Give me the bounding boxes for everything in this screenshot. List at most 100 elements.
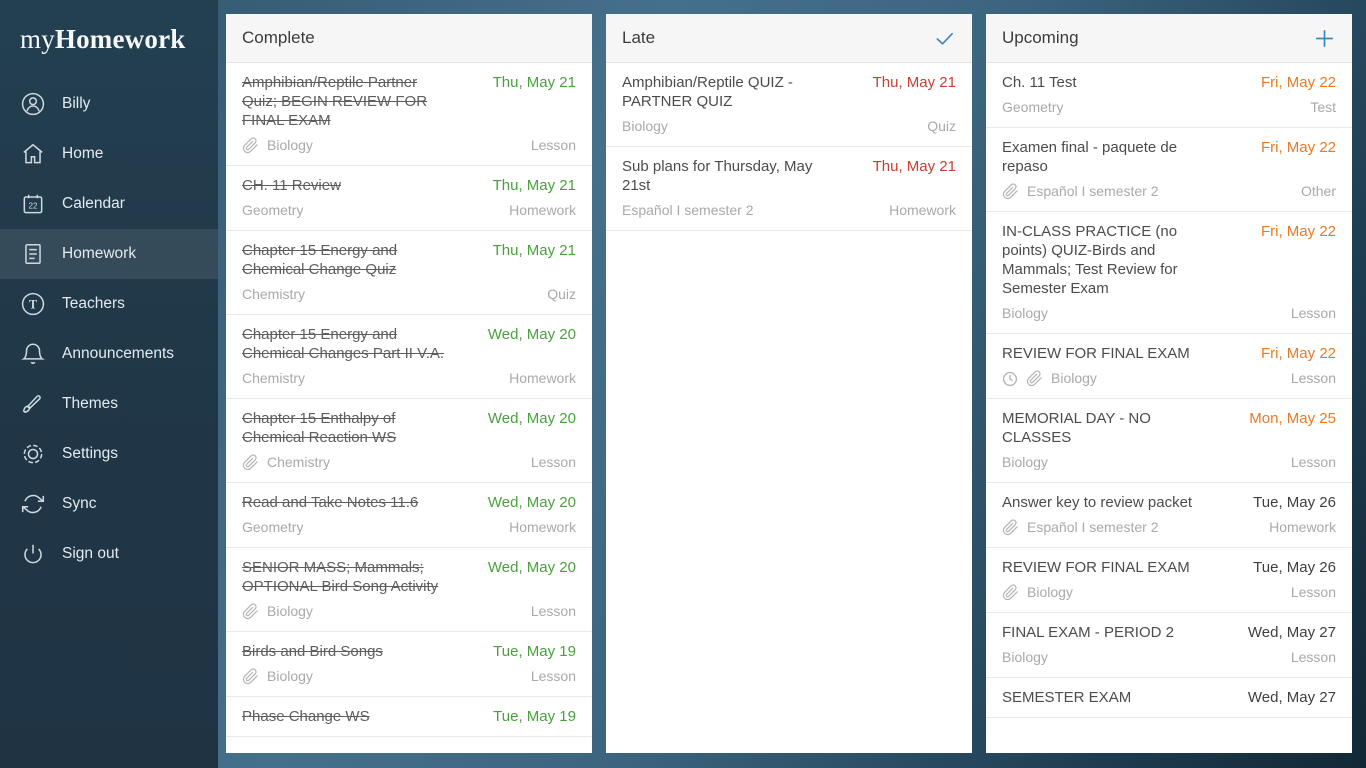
task-type: Lesson: [1290, 454, 1336, 470]
attachment-paperclip-icon: [242, 603, 259, 620]
task-title: REVIEW FOR FINAL EXAM: [1002, 559, 1190, 576]
sidebar-item-homework[interactable]: Homework: [0, 229, 218, 279]
task-item[interactable]: Chapter 15 Energy and Chemical Changes P…: [226, 315, 592, 399]
gear-icon: [20, 441, 46, 467]
attachment-paperclip-icon: [242, 668, 259, 685]
task-item[interactable]: REVIEW FOR FINAL EXAM Fri, May 22 Biolog…: [986, 334, 1352, 399]
task-item[interactable]: Amphibian/Reptile QUIZ - PARTNER QUIZ Th…: [606, 63, 972, 147]
sidebar-item-sign-out[interactable]: Sign out: [0, 529, 218, 579]
sidebar-item-billy[interactable]: Billy: [0, 79, 218, 129]
task-type: Lesson: [530, 454, 576, 470]
task-title: Sub plans for Thursday, May 21st: [622, 158, 813, 194]
sidebar-item-settings[interactable]: Settings: [0, 429, 218, 479]
task-title: Answer key to review packet: [1002, 494, 1193, 511]
task-board: Complete Amphibian/Reptile Partner Quiz;…: [218, 0, 1366, 768]
attachment-paperclip-icon: [1002, 584, 1019, 601]
sidebar-item-label: Calendar: [62, 195, 125, 212]
task-item[interactable]: MEMORIAL DAY - NO CLASSES Mon, May 25 Bi…: [986, 399, 1352, 483]
task-item[interactable]: Birds and Bird Songs Tue, May 19 Biology…: [226, 632, 592, 697]
task-due-date: Wed, May 20: [487, 410, 576, 427]
task-title: SEMESTER EXAM: [1002, 689, 1132, 706]
sidebar-item-label: Sign out: [62, 545, 119, 562]
task-title: FINAL EXAM - PERIOD 2: [1002, 624, 1174, 641]
task-item[interactable]: SEMESTER EXAM Wed, May 27: [986, 678, 1352, 718]
sidebar-item-label: Themes: [62, 395, 118, 412]
task-subject: Chemistry: [242, 370, 306, 386]
sidebar-item-label: Homework: [62, 245, 137, 262]
svg-text:T: T: [29, 298, 38, 312]
task-due-date: Wed, May 20: [487, 326, 576, 343]
reminder-clock-icon: [1002, 371, 1018, 387]
sidebar-item-announcements[interactable]: Announcements: [0, 329, 218, 379]
task-item[interactable]: IN-CLASS PRACTICE (no points) QUIZ-Birds…: [986, 212, 1352, 334]
task-item[interactable]: Examen final - paquete de repaso Fri, Ma…: [986, 128, 1352, 212]
task-type: Lesson: [1290, 305, 1336, 321]
task-item[interactable]: Chapter 15 Enthalpy of Chemical Reaction…: [226, 399, 592, 483]
column-body: Amphibian/Reptile Partner Quiz; BEGIN RE…: [226, 63, 592, 753]
task-item[interactable]: Answer key to review packet Tue, May 26 …: [986, 483, 1352, 548]
task-subject: Chemistry: [267, 454, 331, 470]
task-title: Examen final - paquete de repaso: [1002, 139, 1178, 175]
task-subject: Biology: [267, 137, 313, 153]
add-task-plus-icon[interactable]: [1313, 27, 1336, 50]
sidebar-item-label: Billy: [62, 95, 91, 112]
task-item[interactable]: Read and Take Notes 11.6 Wed, May 20 Geo…: [226, 483, 592, 548]
task-due-date: Fri, May 22: [1260, 223, 1336, 240]
task-column-upcoming: Upcoming Ch. 11 Test Fri, May 22 Geometr…: [986, 14, 1352, 753]
task-due-date: Wed, May 20: [487, 559, 576, 576]
app-logo-prefix: my: [20, 24, 55, 54]
sidebar-item-label: Home: [62, 145, 104, 162]
task-title: Ch. 11 Test: [1002, 74, 1077, 91]
document-icon: [20, 241, 46, 267]
task-due-date: Wed, May 20: [487, 494, 576, 511]
task-type: Homework: [509, 519, 576, 535]
task-subject: Geometry: [1002, 99, 1064, 115]
task-item[interactable]: Phase Change WS Tue, May 19: [226, 697, 592, 737]
power-icon: [20, 541, 46, 567]
app-logo: myHomework: [0, 0, 218, 63]
attachment-paperclip-icon: [1002, 183, 1019, 200]
task-title: Amphibian/Reptile QUIZ - PARTNER QUIZ: [622, 74, 793, 110]
task-due-date: Fri, May 22: [1260, 345, 1336, 362]
task-title: MEMORIAL DAY - NO CLASSES: [1002, 410, 1151, 446]
sidebar-item-home[interactable]: Home: [0, 129, 218, 179]
column-body: Ch. 11 Test Fri, May 22 Geometry Test Ex…: [986, 63, 1352, 753]
task-subject: Biology: [622, 118, 668, 134]
task-type: Test: [1310, 99, 1336, 115]
task-type: Lesson: [1290, 370, 1336, 386]
sidebar: myHomework Billy Home 22 Calendar Homewo…: [0, 0, 218, 768]
task-item[interactable]: Amphibian/Reptile Partner Quiz; BEGIN RE…: [226, 63, 592, 166]
task-type: Homework: [1269, 519, 1336, 535]
mark-complete-check-icon[interactable]: [933, 27, 956, 50]
app-logo-emphasis: Homework: [54, 24, 186, 54]
column-title: Upcoming: [1002, 28, 1079, 47]
task-title: Read and Take Notes 11.6: [242, 494, 419, 511]
task-due-date: Tue, May 19: [493, 643, 576, 660]
task-due-date: Thu, May 21: [492, 177, 576, 194]
task-item[interactable]: Ch. 11 Test Fri, May 22 Geometry Test: [986, 63, 1352, 128]
sidebar-item-sync[interactable]: Sync: [0, 479, 218, 529]
task-type: Quiz: [547, 286, 576, 302]
task-item[interactable]: CH. 11 Review Thu, May 21 Geometry Homew…: [226, 166, 592, 231]
task-column-complete: Complete Amphibian/Reptile Partner Quiz;…: [226, 14, 592, 753]
task-due-date: Wed, May 27: [1247, 689, 1336, 706]
sidebar-item-label: Settings: [62, 445, 119, 462]
sidebar-item-label: Sync: [62, 495, 97, 512]
task-item[interactable]: REVIEW FOR FINAL EXAM Tue, May 26 Biolog…: [986, 548, 1352, 613]
sidebar-item-teachers[interactable]: T Teachers: [0, 279, 218, 329]
sidebar-item-calendar[interactable]: 22 Calendar: [0, 179, 218, 229]
sidebar-item-label: Announcements: [62, 345, 175, 362]
task-item[interactable]: Sub plans for Thursday, May 21st Thu, Ma…: [606, 147, 972, 231]
task-subject: Español I semester 2: [1027, 519, 1159, 535]
task-subject: Biology: [267, 603, 313, 619]
task-due-date: Thu, May 21: [872, 158, 956, 175]
task-due-date: Thu, May 21: [492, 74, 576, 91]
sidebar-item-themes[interactable]: Themes: [0, 379, 218, 429]
attachment-paperclip-icon: [1002, 519, 1019, 536]
task-subject: Español I semester 2: [622, 202, 754, 218]
task-item[interactable]: SENIOR MASS; Mammals; OPTIONAL Bird Song…: [226, 548, 592, 632]
task-item[interactable]: FINAL EXAM - PERIOD 2 Wed, May 27 Biolog…: [986, 613, 1352, 678]
attachment-paperclip-icon: [242, 137, 259, 154]
sync-icon: [20, 491, 46, 517]
task-item[interactable]: Chapter 15 Energy and Chemical Change Qu…: [226, 231, 592, 315]
